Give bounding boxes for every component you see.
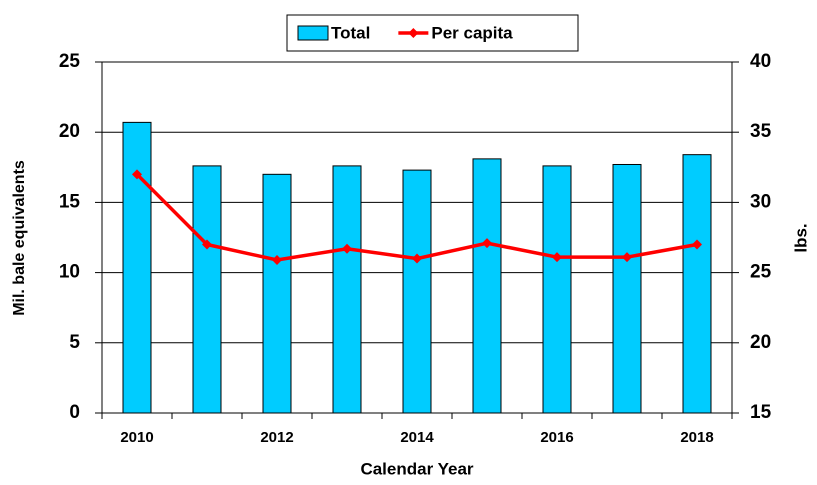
y-tick-label: 10	[59, 262, 80, 283]
bar	[122, 121, 152, 414]
y-tick-label: 20	[59, 121, 80, 142]
bar	[472, 158, 502, 414]
point	[132, 169, 142, 180]
y-axis-title: Mil. bale equivalents	[11, 160, 28, 316]
point	[342, 243, 352, 254]
point	[202, 239, 212, 250]
bar	[612, 163, 642, 414]
y-tick-label: 15	[59, 191, 81, 212]
bar	[192, 165, 222, 414]
bar	[332, 165, 362, 414]
x-tick-label: 2012	[260, 429, 293, 446]
y-tick-label: 0	[69, 402, 80, 423]
point	[552, 252, 562, 263]
y2-tick-label: 25	[750, 262, 772, 283]
y-tick-label: 25	[59, 51, 81, 72]
y2-tick-label: 30	[750, 191, 771, 212]
bar	[542, 165, 572, 414]
point	[692, 239, 702, 250]
point	[482, 238, 492, 249]
legend: Total Per capita	[286, 14, 579, 52]
legend-swatch	[297, 25, 329, 41]
legend-label: Total	[331, 23, 370, 42]
x-tick-label: 2018	[680, 429, 713, 446]
legend-swatch	[408, 28, 419, 38]
y2-tick-label: 15	[750, 402, 772, 423]
x-tick-label: 2014	[400, 429, 434, 446]
bar	[402, 169, 432, 414]
y-tick-label: 5	[69, 332, 80, 353]
x-axis-title: Calendar Year	[360, 459, 473, 478]
y2-tick-label: 20	[750, 332, 771, 353]
y2-axis-title: lbs.	[791, 223, 810, 252]
point	[412, 253, 422, 264]
bar	[682, 154, 712, 414]
bar	[262, 173, 292, 414]
point	[622, 252, 632, 263]
y2-tick-label: 40	[750, 51, 771, 72]
y2-tick-label: 35	[750, 121, 772, 142]
legend-box	[286, 14, 579, 52]
point	[272, 254, 282, 265]
x-tick-label: 2010	[120, 429, 153, 446]
x-tick-label: 2016	[540, 429, 573, 446]
legend-label: Per capita	[431, 23, 513, 42]
